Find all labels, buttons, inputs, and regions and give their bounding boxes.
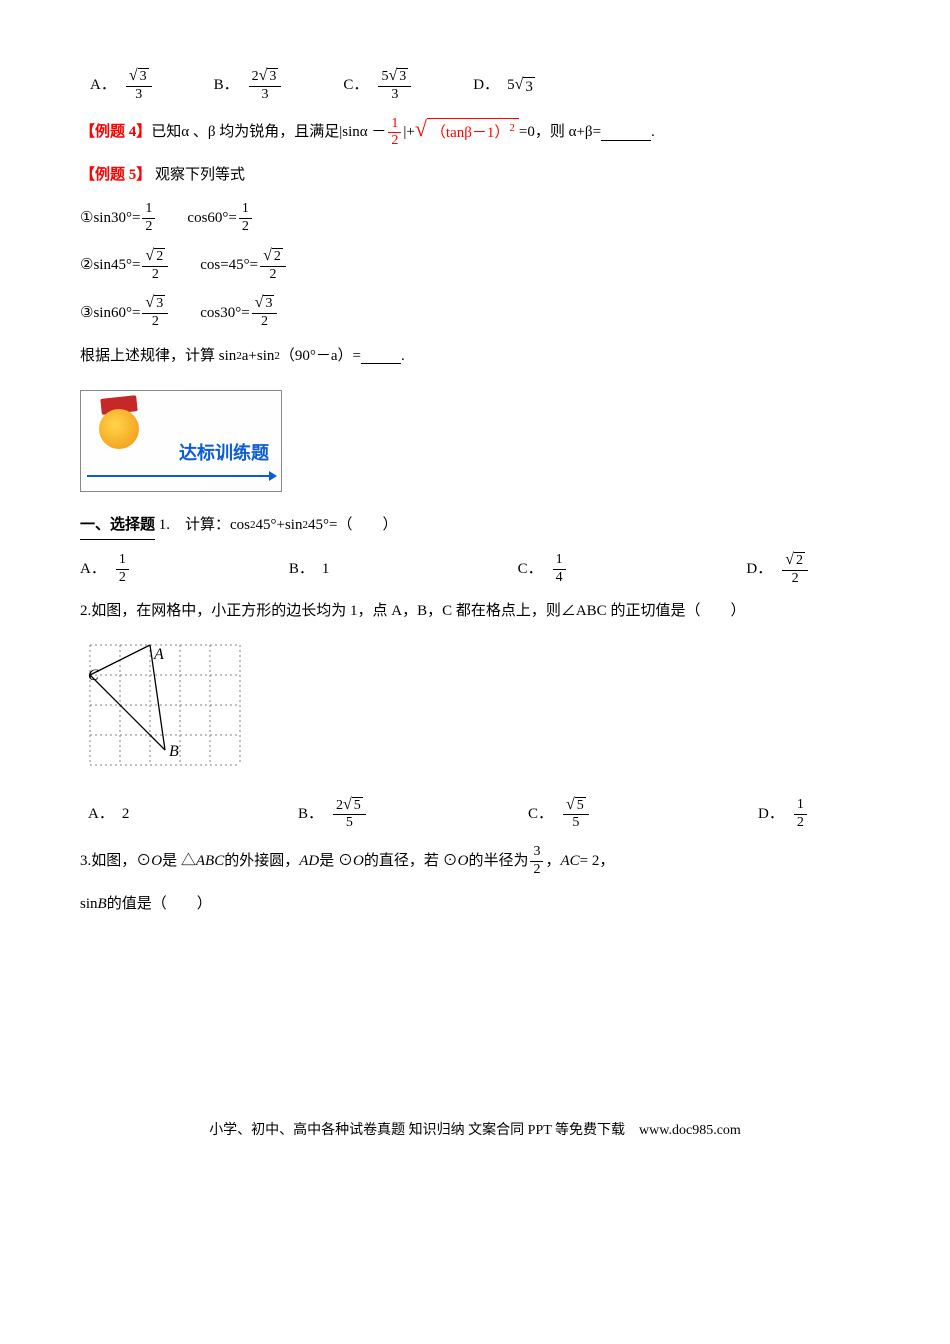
q2-stem: 2.如图，在网格中，小正方形的边长均为 1，点 A，B，C 都在格点上，则∠AB… bbox=[80, 598, 870, 625]
opt-A: A． √3 3 bbox=[90, 68, 154, 104]
section-1-q1: 一、选择题 1. 计算：cos2 45°+sin2 45°=（ ） bbox=[80, 512, 870, 540]
opt-B-frac: 2√3 3 bbox=[249, 68, 282, 104]
banner-image: 达标训练题 bbox=[80, 390, 282, 492]
q3-line1: 3.如图，⊙O 是 △ABC 的外接圆，AD 是 ⊙O 的直径，若 ⊙O 的半径… bbox=[80, 844, 870, 879]
q1-optB: B．1 bbox=[289, 556, 458, 583]
banner-line bbox=[87, 475, 275, 477]
q3-line2: sin B 的值是（ ） bbox=[80, 891, 870, 918]
opt-C-frac: 5√3 3 bbox=[378, 68, 411, 104]
ex4-tail: . bbox=[651, 119, 655, 146]
banner-arrow-icon bbox=[269, 471, 277, 481]
q2-figure: A C B bbox=[80, 635, 870, 785]
svg-text:B: B bbox=[169, 743, 179, 760]
q1-optA: A． 12 bbox=[80, 552, 229, 587]
ex5-head: 观察下列等式 bbox=[155, 167, 245, 183]
q1-options: A． 12 B．1 C． 14 D． √22 bbox=[80, 552, 870, 588]
ex5-lines: ① sin30°=12cos60°=12 ② sin45°=√22cos=45°=… bbox=[80, 201, 870, 331]
ex5-line: ③ sin60°=√32cos30°=√32 bbox=[80, 295, 870, 331]
section-heading: 一、选择题 bbox=[80, 512, 155, 540]
ex4-blank[interactable] bbox=[601, 125, 651, 141]
q2-optC: C． √55 bbox=[528, 797, 698, 833]
q2-options: A．2 B． 2√55 C． √55 D． 12 bbox=[80, 797, 870, 833]
page-footer: 小学、初中、高中各种试卷真题 知识归纳 文案合同 PPT 等免费下载 www.d… bbox=[80, 1118, 870, 1143]
ex4-label: 【例题 4】 bbox=[80, 119, 151, 146]
opt-D-val: 5√3 bbox=[507, 72, 535, 99]
q2-optA: A．2 bbox=[88, 801, 238, 828]
svg-text:C: C bbox=[88, 667, 99, 684]
ex4-mid: |+ bbox=[403, 119, 414, 146]
svg-text:A: A bbox=[153, 646, 164, 663]
q2-optD: D． 12 bbox=[758, 797, 809, 832]
ex4-pre: 已知α 、β 均为锐角，且满足|sinα － bbox=[151, 119, 386, 146]
top-options: A． √3 3 B． 2√3 3 C． 5√3 3 D． 5√3 bbox=[80, 68, 870, 104]
ex5-line: ① sin30°=12cos60°=12 bbox=[80, 201, 870, 236]
opt-B-label: B． bbox=[214, 72, 239, 99]
opt-C: C． 5√3 3 bbox=[343, 68, 413, 104]
opt-D: D． 5√3 bbox=[473, 72, 535, 99]
banner-text: 达标训练题 bbox=[179, 437, 269, 469]
ex4-sqrt: √ （tanβ－1）2 bbox=[415, 118, 519, 147]
example-5-head: 【例题 5】 观察下列等式 bbox=[80, 162, 870, 189]
q1-optD: D． √22 bbox=[746, 552, 810, 588]
opt-B: B． 2√3 3 bbox=[214, 68, 284, 104]
q1-optC: C． 14 bbox=[518, 552, 687, 587]
example-4: 【例题 4】 已知α 、β 均为锐角，且满足|sinα － 1 2 |+ √ （… bbox=[80, 116, 870, 151]
q2-optB: B． 2√55 bbox=[298, 797, 468, 833]
ex4-frac1: 1 2 bbox=[388, 116, 401, 151]
banner-face-shape bbox=[99, 409, 139, 449]
q2-grid-svg: A C B bbox=[80, 635, 250, 775]
ex4-post: =0，则 α+β= bbox=[519, 119, 601, 146]
opt-A-frac: √3 3 bbox=[126, 68, 152, 104]
q3-frac: 3 2 bbox=[530, 844, 543, 879]
ex5-label: 【例题 5】 bbox=[80, 167, 151, 183]
ex5-line: ② sin45°=√22cos=45°=√22 bbox=[80, 248, 870, 284]
ex5-conclusion: 根据上述规律，计算 sin2 a+sin2 （90°－a）= . bbox=[80, 343, 870, 370]
ex5-blank[interactable] bbox=[361, 348, 401, 364]
opt-C-label: C． bbox=[343, 72, 368, 99]
opt-A-label: A． bbox=[90, 72, 116, 99]
opt-D-label: D． bbox=[473, 72, 499, 99]
